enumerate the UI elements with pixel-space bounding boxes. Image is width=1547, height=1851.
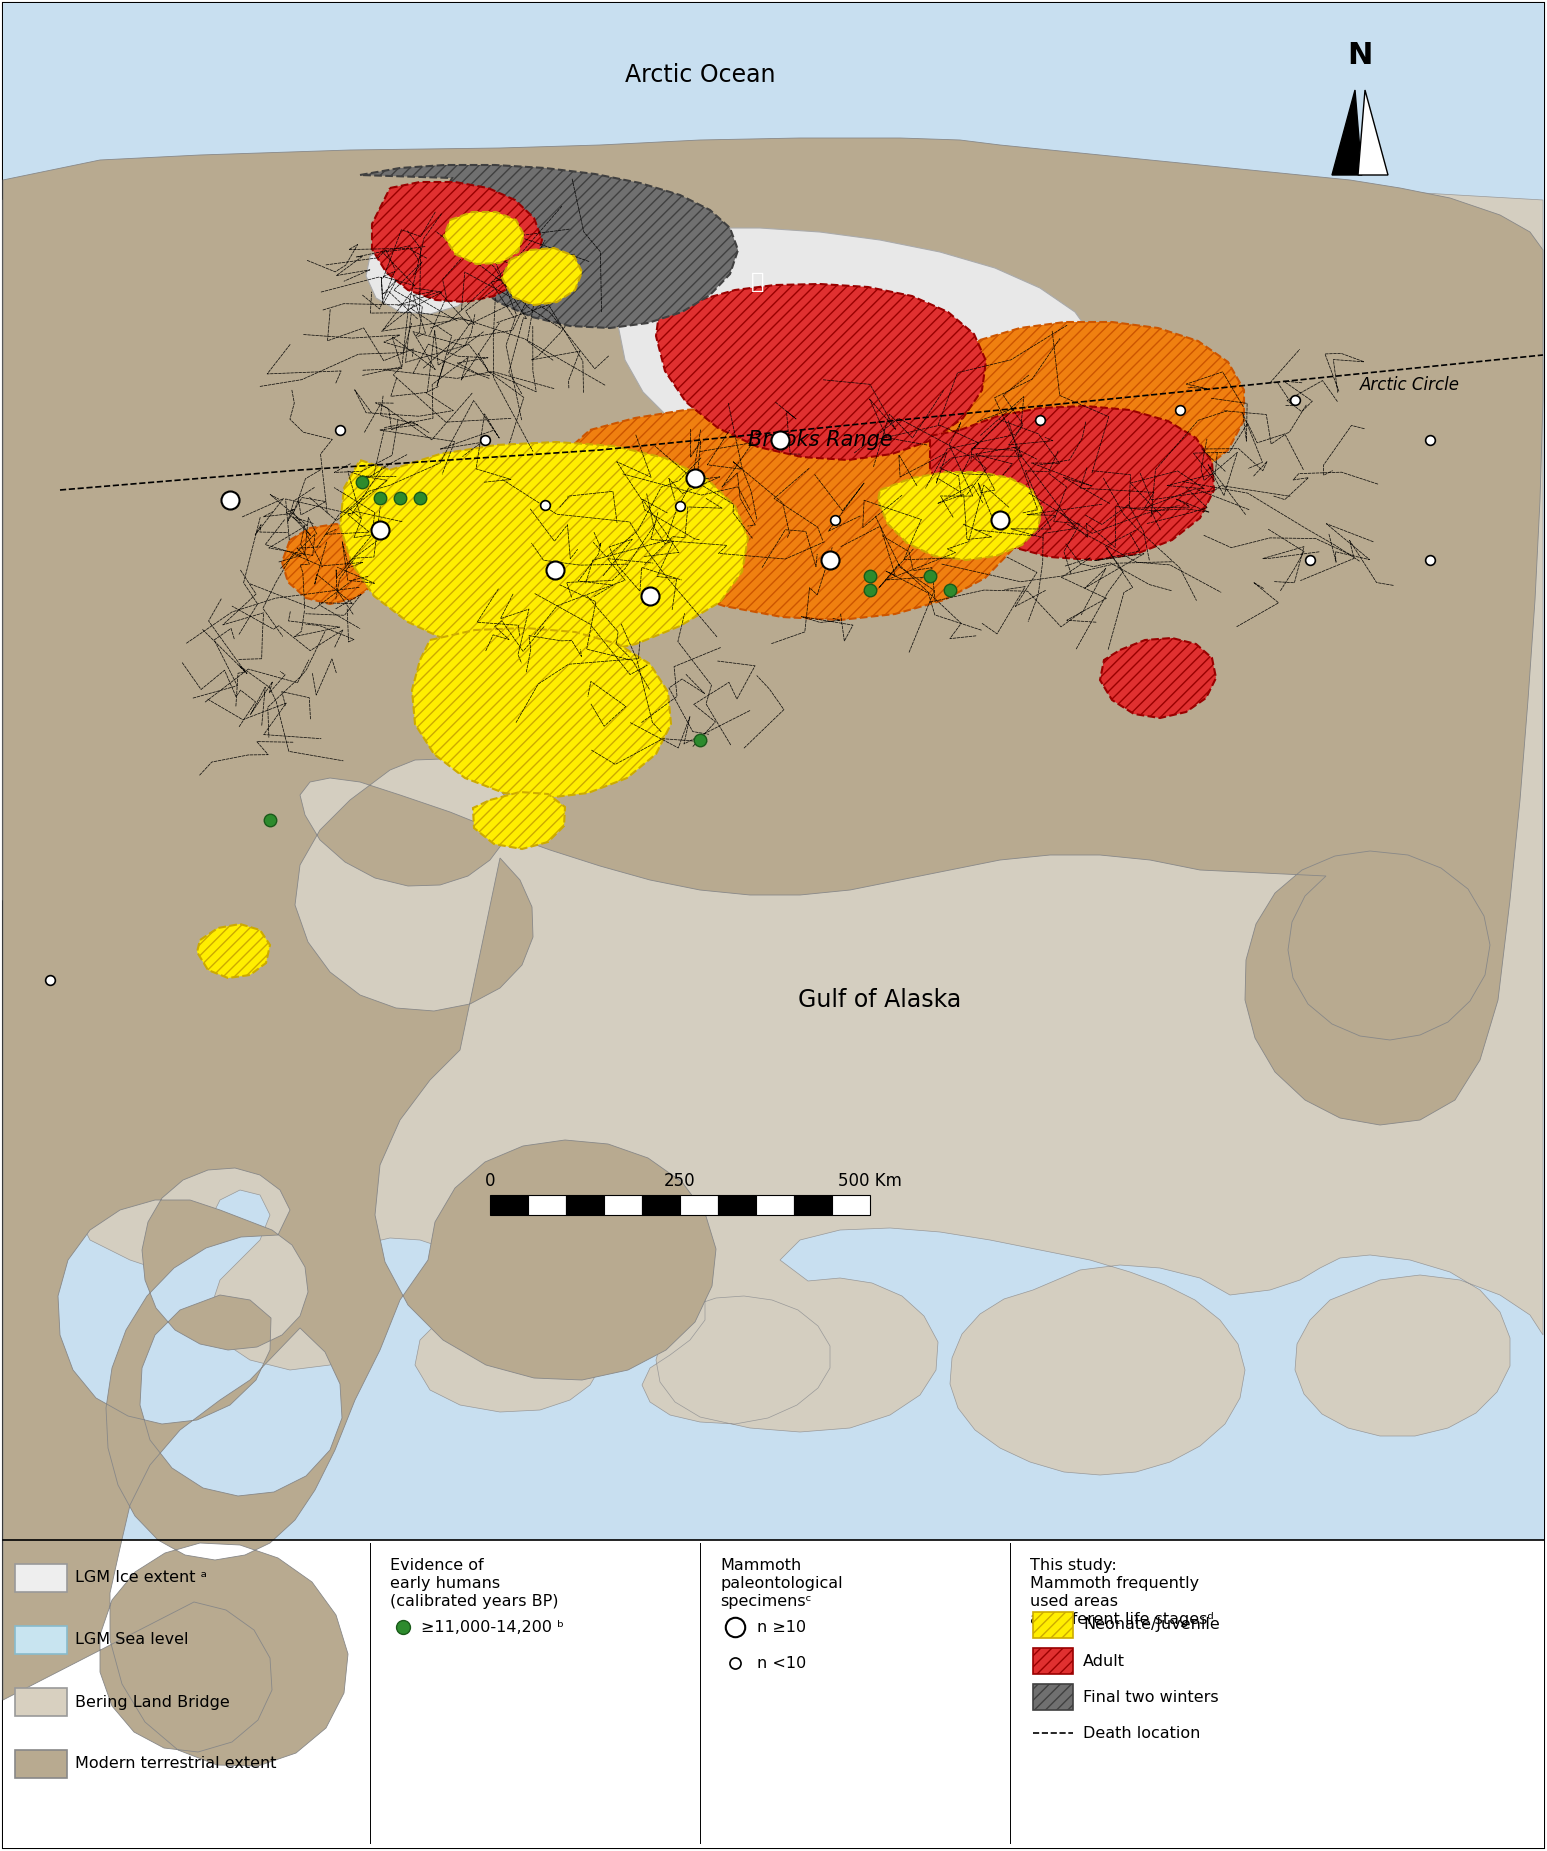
Polygon shape [941, 322, 1244, 498]
Bar [718, 1196, 756, 1214]
Text: 500 Km: 500 Km [838, 1172, 902, 1190]
Text: Arctic Circle: Arctic Circle [1360, 376, 1460, 394]
Text: 🐘: 🐘 [752, 272, 764, 292]
Polygon shape [1100, 639, 1216, 718]
Polygon shape [501, 248, 582, 305]
Polygon shape [1332, 91, 1361, 176]
Bar [15, 1564, 67, 1592]
Text: ≥11,000-14,200 ᵇ: ≥11,000-14,200 ᵇ [421, 1620, 565, 1634]
Polygon shape [3, 139, 1542, 1766]
Bar [756, 1196, 794, 1214]
Polygon shape [656, 283, 985, 461]
Text: Arctic Ocean: Arctic Ocean [625, 63, 775, 87]
Text: paleontological: paleontological [719, 1575, 843, 1592]
Bar [566, 1196, 603, 1214]
Polygon shape [371, 181, 541, 302]
Text: This study:: This study: [1030, 1559, 1117, 1573]
Bar [1033, 1612, 1074, 1638]
Text: (calibrated years BP): (calibrated years BP) [390, 1594, 558, 1609]
Text: Death location: Death location [1083, 1725, 1200, 1740]
Polygon shape [879, 472, 1043, 561]
Bar [832, 1196, 869, 1214]
Bar [490, 1196, 528, 1214]
Polygon shape [367, 239, 483, 315]
Text: Adult: Adult [1083, 1653, 1125, 1668]
Bar [528, 1196, 566, 1214]
Polygon shape [1358, 91, 1388, 176]
Text: LGM Ice extent ᵃ: LGM Ice extent ᵃ [74, 1570, 207, 1586]
Text: Neonate/Juvenile: Neonate/Juvenile [1083, 1618, 1219, 1633]
Text: Evidence of: Evidence of [390, 1559, 484, 1573]
Polygon shape [930, 405, 1214, 561]
Text: at different life stagesᵈ: at different life stagesᵈ [1030, 1612, 1214, 1627]
Bar [3, 4, 1544, 1540]
Bar [3, 1540, 1544, 1847]
Bar [15, 1688, 67, 1716]
Polygon shape [340, 442, 749, 657]
Text: Mammoth frequently: Mammoth frequently [1030, 1575, 1199, 1592]
Text: 250: 250 [664, 1172, 696, 1190]
Bar [603, 1196, 642, 1214]
Polygon shape [563, 405, 1024, 620]
Bar [681, 1196, 718, 1214]
Text: specimensᶜ: specimensᶜ [719, 1594, 812, 1609]
Text: Mammoth: Mammoth [719, 1559, 801, 1573]
Polygon shape [360, 165, 738, 328]
Polygon shape [196, 924, 271, 977]
Text: n ≥10: n ≥10 [756, 1620, 806, 1634]
Polygon shape [444, 213, 524, 265]
Text: N: N [1347, 41, 1372, 70]
Text: n <10: n <10 [756, 1655, 806, 1670]
Bar [642, 1196, 681, 1214]
Text: Brooks Range: Brooks Range [747, 429, 893, 450]
Polygon shape [473, 792, 565, 850]
Polygon shape [282, 524, 384, 603]
Polygon shape [412, 627, 671, 798]
Bar [1033, 1684, 1074, 1710]
Bar [15, 1625, 67, 1655]
Text: Final two winters: Final two winters [1083, 1690, 1219, 1705]
Text: Bering Land Bridge: Bering Land Bridge [74, 1694, 231, 1710]
Polygon shape [480, 228, 1103, 496]
Text: early humans: early humans [390, 1575, 500, 1592]
Bar [1033, 1647, 1074, 1673]
Text: used areas: used areas [1030, 1594, 1118, 1609]
Polygon shape [3, 155, 1542, 1475]
Text: LGM Sea level: LGM Sea level [74, 1633, 189, 1647]
Text: 0: 0 [484, 1172, 495, 1190]
Text: Modern terrestrial extent: Modern terrestrial extent [74, 1757, 277, 1771]
Text: Gulf of Alaska: Gulf of Alaska [798, 988, 962, 1012]
Bar [794, 1196, 832, 1214]
Bar [15, 1749, 67, 1779]
